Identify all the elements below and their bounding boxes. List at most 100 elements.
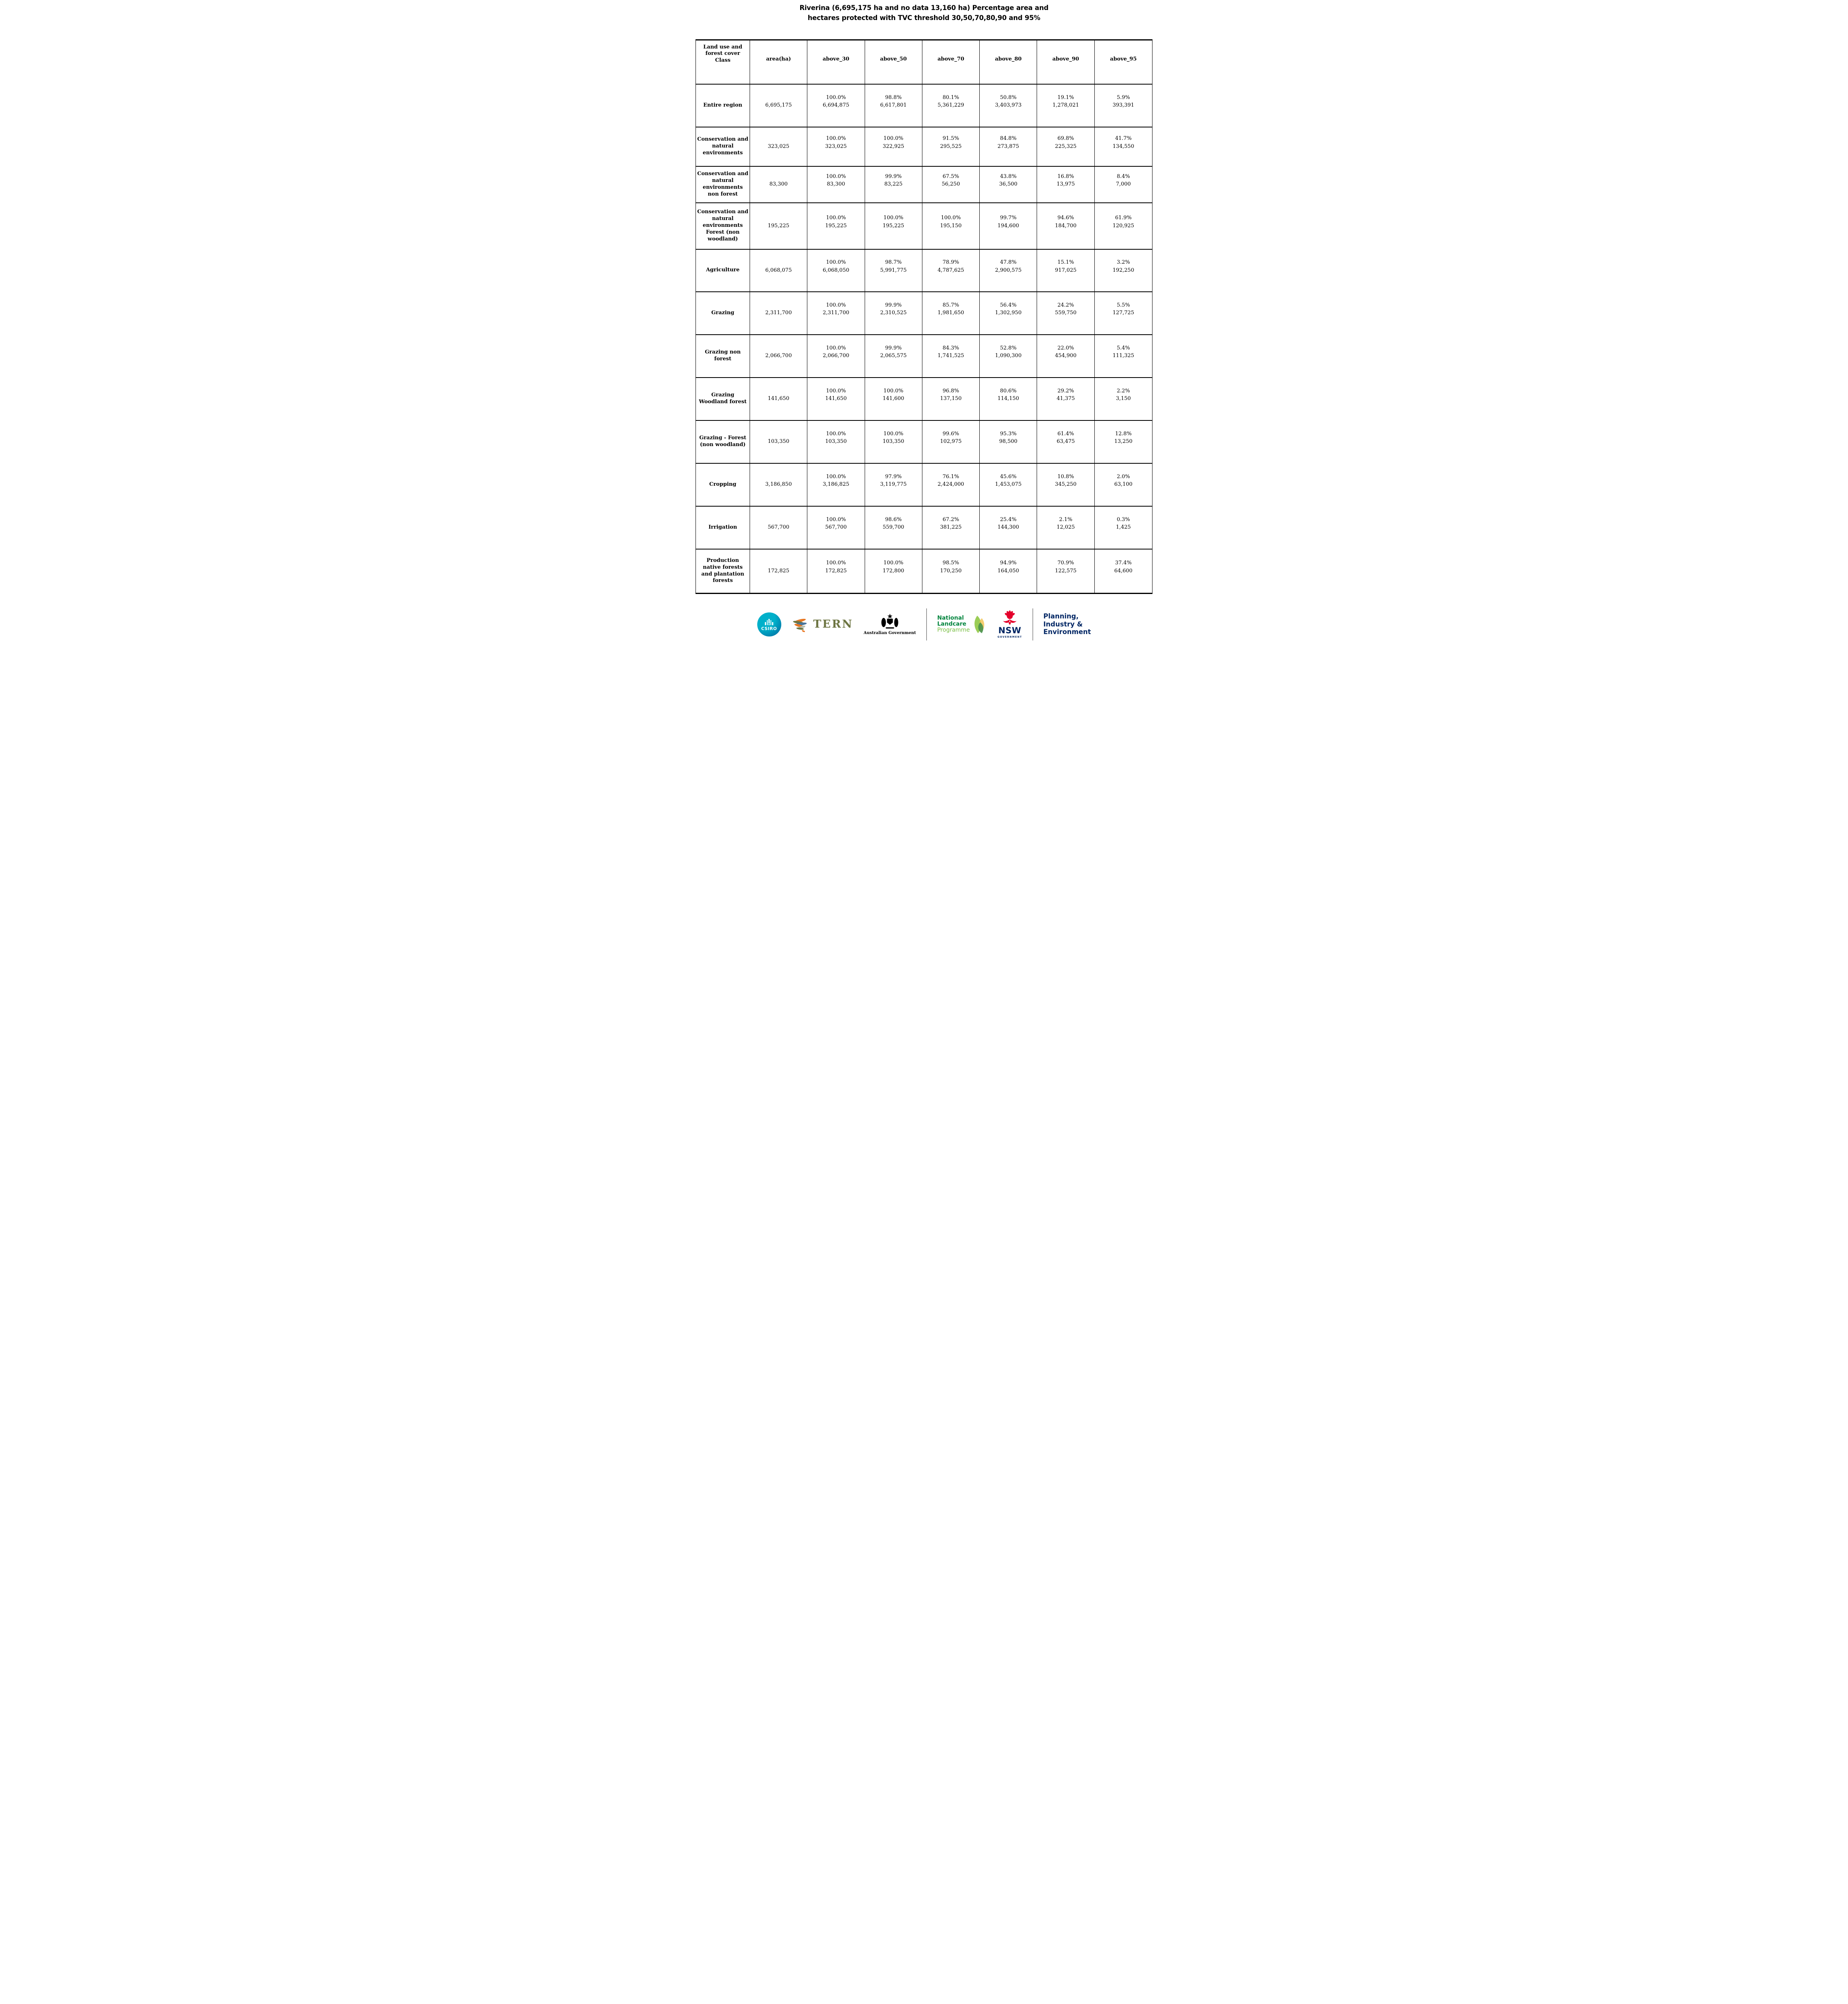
percent-value: 100.0% xyxy=(826,388,846,394)
row-threshold-cell: 80.1% 5,361,229 xyxy=(922,84,980,127)
percent-value: 85.7% xyxy=(942,302,959,308)
hectares-value: 194,600 xyxy=(997,222,1019,229)
divider xyxy=(926,608,927,640)
percent-value: 22.0% xyxy=(1057,345,1074,351)
row-threshold-cell: 100.0% 141,650 xyxy=(807,378,865,420)
row-area-value: 83,300 xyxy=(750,166,808,202)
hectares-value: 5,361,229 xyxy=(937,102,964,108)
percent-value: 100.0% xyxy=(826,345,846,351)
hectares-value: 144,300 xyxy=(997,524,1019,530)
percent-value: 98.6% xyxy=(885,516,902,523)
percent-value: 3.2% xyxy=(1116,259,1130,265)
hectares-value: 273,875 xyxy=(997,143,1019,149)
hectares-value: 3,119,775 xyxy=(880,481,907,487)
row-threshold-cell: 50.8% 3,403,973 xyxy=(980,84,1037,127)
percent-value: 100.0% xyxy=(826,516,846,523)
row-threshold-cell: 45.6% 1,453,075 xyxy=(980,463,1037,506)
percent-value: 19.1% xyxy=(1057,94,1074,101)
row-threshold-cell: 97.9% 3,119,775 xyxy=(865,463,922,506)
row-area-value: 172,825 xyxy=(750,549,808,593)
percent-value: 100.0% xyxy=(826,173,846,180)
percent-value: 76.1% xyxy=(942,473,959,480)
percent-value: 29.2% xyxy=(1057,388,1074,394)
percent-value: 100.0% xyxy=(883,430,904,437)
page-title-line2: hectares protected with TVC threshold 30… xyxy=(807,14,1041,22)
row-threshold-cell: 80.6% 114,150 xyxy=(980,378,1037,420)
row-threshold-cell: 100.0% 6,068,050 xyxy=(807,249,865,291)
row-threshold-cell: 29.2% 41,375 xyxy=(1037,378,1095,420)
percent-value: 2.2% xyxy=(1116,388,1130,394)
row-threshold-cell: 100.0% 141,600 xyxy=(865,378,922,420)
hectares-value: 111,325 xyxy=(1112,353,1134,359)
hectares-value: 1,981,650 xyxy=(937,310,964,316)
planning-industry-environment-logo: Planning, Industry & Environment xyxy=(1043,612,1091,636)
percent-value: 50.8% xyxy=(1000,94,1017,101)
row-threshold-cell: 99.9% 2,065,575 xyxy=(865,335,922,377)
table-row: Conservation and natural environments no… xyxy=(696,166,1152,203)
percent-value: 37.4% xyxy=(1115,560,1132,566)
hectares-value: 381,225 xyxy=(940,524,962,530)
csiro-label: CSIRO xyxy=(761,626,777,631)
percent-value: 94.9% xyxy=(1000,560,1017,566)
row-area-value: 141,650 xyxy=(750,378,808,420)
percent-value: 91.5% xyxy=(942,135,959,141)
report-page: Riverina (6,695,175 ha and no data 13,16… xyxy=(693,0,1155,640)
row-threshold-cell: 5.4% 111,325 xyxy=(1095,335,1152,377)
csiro-wave-icon xyxy=(765,617,773,625)
row-threshold-cell: 100.0% 172,800 xyxy=(865,549,922,593)
percent-value: 43.8% xyxy=(1000,173,1017,180)
percent-value: 84.8% xyxy=(1000,135,1017,141)
hectares-value: 2,066,700 xyxy=(823,353,849,359)
row-threshold-cell: 3.2% 192,250 xyxy=(1095,250,1152,291)
percent-value: 41.7% xyxy=(1115,135,1132,141)
row-threshold-cell: 24.2% 559,750 xyxy=(1037,292,1095,334)
landcare-leaf-icon xyxy=(975,615,985,633)
hectares-value: 170,250 xyxy=(940,568,962,574)
table-row: Conservation and natural environments Fo… xyxy=(696,203,1152,250)
page-title-line1: Riverina (6,695,175 ha and no data 13,16… xyxy=(799,4,1049,12)
row-threshold-cell: 98.6% 559,700 xyxy=(865,506,922,549)
australian-government-crest-icon xyxy=(881,613,898,628)
percent-value: 99.9% xyxy=(885,173,902,180)
hectares-value: 63,100 xyxy=(1114,481,1133,487)
percent-value: 100.0% xyxy=(826,302,846,308)
row-threshold-cell: 61.9% 120,925 xyxy=(1095,203,1152,249)
hectares-value: 195,225 xyxy=(882,222,904,229)
percent-value: 84.3% xyxy=(942,345,959,351)
column-header: above_30 xyxy=(807,40,865,84)
percent-value: 100.0% xyxy=(826,259,846,265)
percent-value: 98.5% xyxy=(942,560,959,566)
australian-government-logo: Australian Government xyxy=(863,613,916,635)
percent-value: 80.6% xyxy=(1000,388,1017,394)
percent-value: 0.3% xyxy=(1116,516,1130,523)
percent-value: 78.9% xyxy=(942,259,959,265)
row-threshold-cell: 37.4% 64,600 xyxy=(1095,549,1152,593)
hectares-value: 559,700 xyxy=(882,524,904,530)
hectares-value: 63,475 xyxy=(1056,438,1075,444)
tern-australia-icon xyxy=(793,618,807,632)
row-threshold-cell: 99.7% 194,600 xyxy=(980,203,1037,249)
percent-value: 67.2% xyxy=(942,516,959,523)
row-threshold-cell: 12.8% 13,250 xyxy=(1095,421,1152,463)
row-label: Conservation and natural environments Fo… xyxy=(696,203,750,249)
hectares-value: 917,025 xyxy=(1055,267,1077,273)
percent-value: 15.1% xyxy=(1057,259,1074,265)
percent-value: 100.0% xyxy=(826,215,846,221)
percent-value: 5.5% xyxy=(1116,302,1130,308)
hectares-value: 172,800 xyxy=(882,568,904,574)
percent-value: 10.8% xyxy=(1057,473,1074,480)
row-area-value: 6,695,175 xyxy=(750,84,808,127)
tern-logo: TERN xyxy=(792,616,853,633)
landcare-label-line2: Landcare xyxy=(937,620,966,627)
row-threshold-cell: 67.2% 381,225 xyxy=(922,506,980,549)
percent-value: 100.0% xyxy=(883,135,904,141)
row-threshold-cell: 70.9% 122,575 xyxy=(1037,549,1095,593)
hectares-value: 41,375 xyxy=(1056,396,1075,402)
hectares-value: 103,350 xyxy=(882,438,904,444)
hectares-value: 2,311,700 xyxy=(823,310,849,316)
hectares-value: 2,065,575 xyxy=(880,353,907,359)
nsw-label: NSW xyxy=(998,625,1021,635)
page-title: Riverina (6,695,175 ha and no data 13,16… xyxy=(693,0,1155,23)
row-threshold-cell: 78.9% 4,787,625 xyxy=(922,249,980,291)
hectares-value: 127,725 xyxy=(1112,310,1134,316)
